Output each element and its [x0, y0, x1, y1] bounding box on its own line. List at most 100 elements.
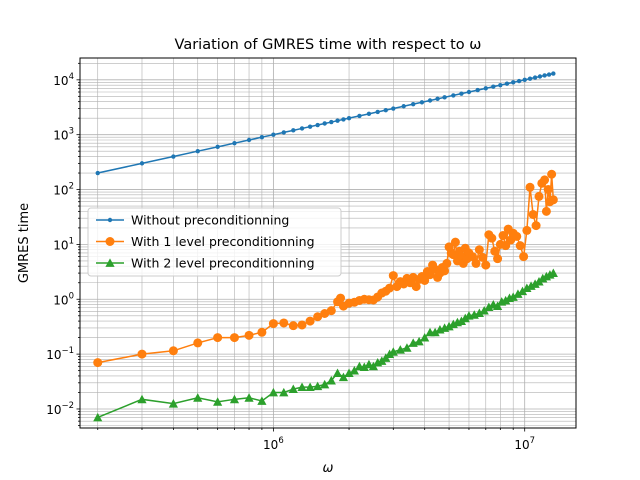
data-point [484, 302, 494, 311]
data-point [383, 107, 388, 113]
data-point [271, 132, 276, 137]
data-point [474, 245, 484, 255]
data-point [419, 100, 425, 105]
data-point [492, 301, 503, 311]
data-point [305, 382, 315, 392]
data-point [213, 397, 223, 406]
data-point [548, 195, 558, 205]
data-point [349, 366, 359, 375]
data-point [388, 271, 398, 281]
data-point [307, 124, 313, 129]
data-point [259, 134, 265, 140]
data-point [341, 117, 346, 122]
data-point [195, 149, 200, 154]
data-point [474, 308, 484, 317]
data-point [498, 82, 503, 88]
grid [80, 58, 576, 428]
y-tick-label: 103 [53, 127, 74, 143]
data-point [479, 306, 489, 315]
data-point [512, 231, 522, 241]
data-point [268, 319, 278, 329]
data-point [481, 260, 491, 270]
chart-title: Variation of GMRES time with respect to … [175, 37, 482, 53]
data-point [359, 362, 369, 372]
data-point [279, 318, 289, 328]
data-point [471, 258, 481, 268]
data-point [288, 321, 298, 331]
legend-label: With 2 level preconditionning [131, 256, 315, 271]
data-point [171, 154, 176, 159]
tick-labels: 106 107 10−2 10−1 100 101 102 103 104 [46, 72, 535, 452]
y-tick-label: 100 [53, 291, 74, 307]
plot-frame [79, 57, 577, 429]
data-point [332, 368, 343, 378]
data-point [93, 412, 103, 422]
series-markers [93, 71, 558, 422]
data-point [193, 338, 203, 348]
data-point [366, 111, 372, 117]
data-point [291, 128, 296, 133]
data-point [541, 206, 551, 216]
data-point [442, 95, 447, 100]
legend-label: With 1 level preconditionning [131, 234, 315, 249]
data-point [244, 330, 254, 340]
data-point [466, 89, 472, 95]
data-point [346, 115, 352, 121]
data-point [547, 169, 557, 179]
data-point [411, 282, 421, 292]
data-point [516, 78, 522, 84]
data-point [534, 191, 544, 201]
data-point [168, 399, 178, 408]
data-point [430, 327, 440, 337]
data-point [268, 387, 278, 397]
data-point [548, 268, 558, 277]
data-point [551, 71, 556, 76]
data-point [460, 313, 470, 323]
data-point [315, 122, 320, 128]
data-point [442, 258, 452, 268]
data-point [459, 91, 464, 96]
data-point [329, 119, 334, 125]
data-point [410, 101, 416, 107]
data-point [357, 113, 362, 119]
y-tick-label: 10−1 [46, 346, 74, 362]
data-point [414, 336, 424, 346]
data-point [487, 233, 497, 243]
data-point [335, 118, 340, 123]
data-point [244, 393, 254, 402]
data-point [420, 275, 430, 285]
data-point [326, 306, 336, 316]
data-point [281, 130, 286, 135]
data-point [137, 394, 147, 404]
data-point [336, 293, 346, 303]
data-point [531, 221, 541, 231]
data-point [451, 93, 456, 98]
legend: Without preconditionning With 1 level pre… [87, 207, 342, 277]
data-point [468, 252, 478, 262]
data-point [478, 252, 488, 262]
data-point [427, 98, 433, 103]
data-point [377, 356, 387, 365]
data-point [313, 381, 323, 391]
data-point [543, 185, 553, 195]
y-tick-label: 10−2 [46, 401, 74, 417]
data-point [297, 382, 307, 392]
data-point [137, 349, 147, 359]
data-point [519, 252, 529, 262]
data-point [229, 394, 240, 404]
x-tick-label: 106 [263, 436, 284, 452]
data-point [508, 292, 518, 301]
data-point [515, 241, 525, 251]
data-point [440, 266, 450, 276]
data-point [498, 231, 508, 241]
data-point [375, 109, 380, 115]
y-axis-label: GMRES time [17, 203, 32, 283]
data-point [391, 106, 396, 111]
data-point [522, 77, 527, 83]
data-point [528, 210, 538, 220]
data-point [525, 182, 535, 192]
data-point [215, 144, 220, 150]
data-point [95, 170, 100, 176]
data-point [326, 375, 336, 385]
